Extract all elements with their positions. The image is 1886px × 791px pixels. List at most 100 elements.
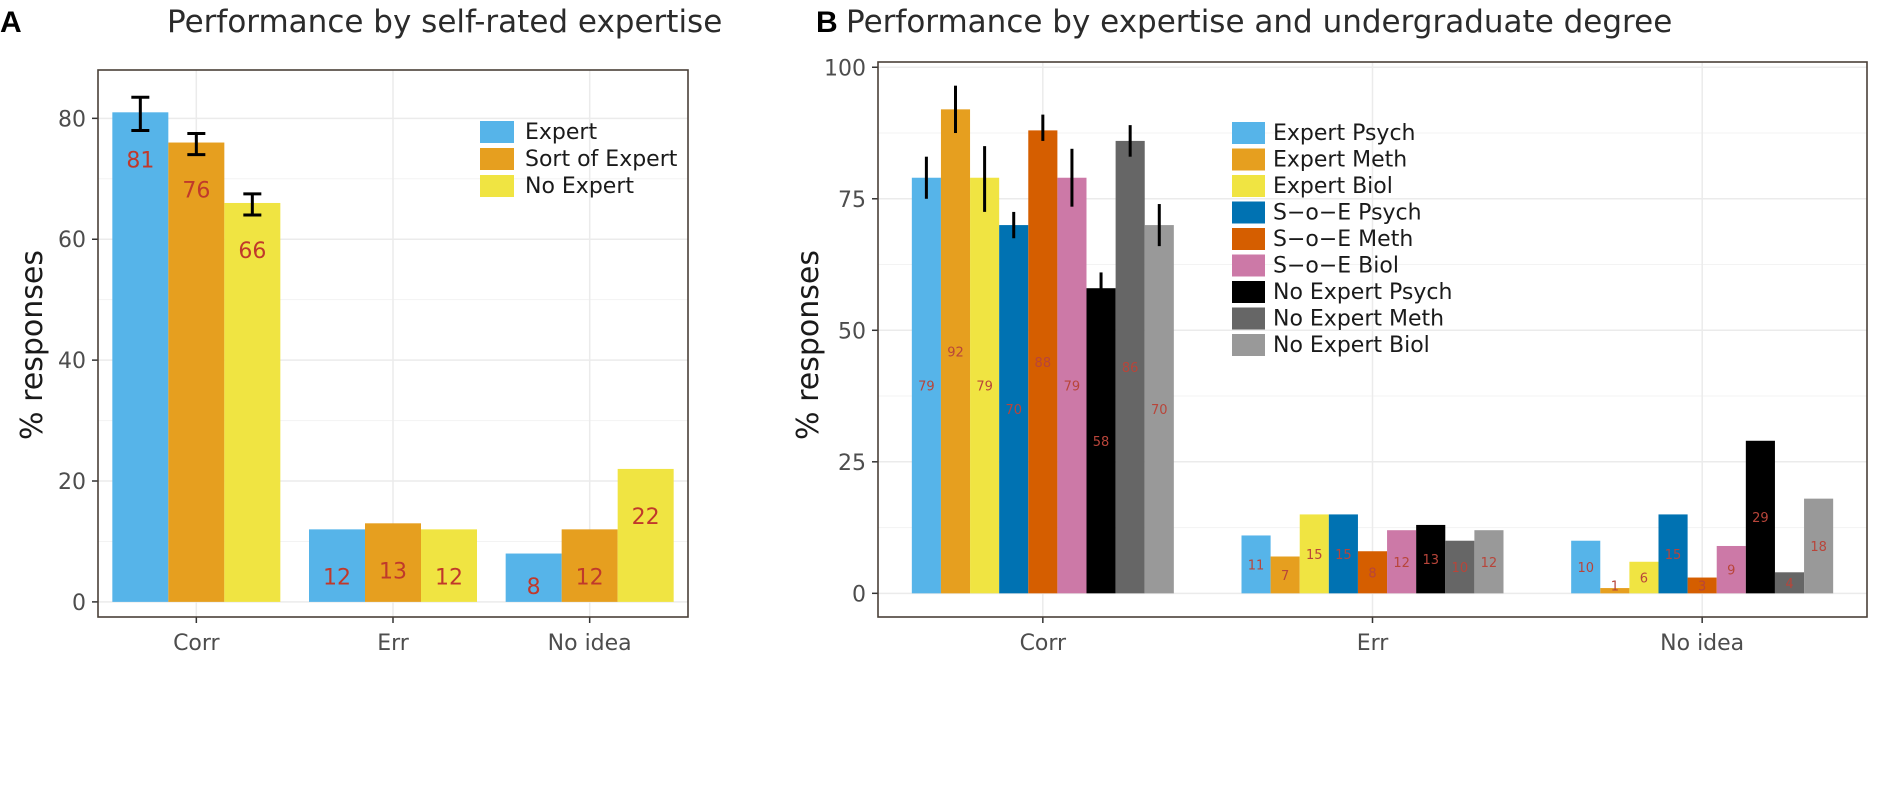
y-tick-label: 50 [838,319,866,344]
y-tick-label: 100 [824,56,866,81]
bar [1745,440,1775,594]
data-label: 12 [576,565,604,590]
legend-swatch [1232,201,1265,224]
data-label: 8 [1368,566,1376,581]
legend-label: Sort of Expert [525,147,678,172]
legend-swatch [1232,281,1265,303]
bar [1629,561,1659,594]
legend-swatch [480,175,514,197]
data-label: 79 [1064,380,1081,395]
y-tick-label: 60 [58,228,86,253]
panel-b-axes: 0 25 50 75 100 Corr Err No idea [824,56,1868,656]
panel-a: A Performance by self-rated expertise % … [0,4,722,656]
panel-b-title: Performance by expertise and undergradua… [846,4,1672,40]
panel-a-label: A [0,6,22,39]
x-tick-label: Err [1357,631,1390,656]
data-label: 9 [1727,564,1735,579]
legend-label: No Expert Psych [1273,280,1452,305]
data-label: 15 [1306,548,1323,563]
legend-swatch [1232,307,1265,330]
bar [421,529,477,602]
legend-swatch [1232,334,1265,356]
data-label: 29 [1752,511,1769,526]
bar [911,177,941,594]
panel-a-title: Performance by self-rated expertise [167,4,722,40]
legend-swatch [480,148,514,170]
data-label: 10 [1577,561,1594,576]
bar [1241,535,1271,594]
data-label: 76 [182,179,210,204]
legend-label: Expert [525,120,597,145]
panel-a-error-bars [131,95,262,217]
panel-b-label: B [816,6,838,39]
x-tick-label: No idea [1660,631,1744,656]
data-label: 7 [1281,569,1289,584]
legend-label: No Expert Meth [1273,307,1444,332]
legend-swatch [1232,254,1265,277]
data-label: 66 [238,239,266,264]
legend-label: Expert Biol [1273,174,1393,199]
panel-a-bars [112,112,674,602]
bar [999,225,1029,594]
data-label: 92 [947,345,964,360]
data-label: 18 [1810,540,1827,555]
y-tick-label: 0 [852,582,866,607]
legend-label: S−o−E Meth [1273,227,1413,252]
bar [1445,540,1475,594]
panel-b-bars [911,109,1834,594]
bar [1387,530,1417,594]
data-label: 22 [632,505,660,530]
bar [1144,225,1174,594]
bar [1774,572,1805,594]
data-label: 13 [1422,553,1439,568]
bar [617,468,674,602]
panel-b: B Performance by expertise and undergrad… [791,4,1868,656]
data-label: 70 [1005,403,1022,418]
bar [1028,130,1058,594]
bar [940,109,971,594]
panel-a-y-axis-label: % responses [15,250,50,440]
panel-b-error-bars [924,85,1161,302]
bar [1687,577,1717,594]
bar [1086,288,1116,594]
bar [1299,514,1329,594]
data-label: 10 [1452,561,1469,576]
bar [1115,140,1145,594]
y-tick-label: 40 [58,349,86,374]
data-label: 12 [323,565,351,590]
data-label: 3 [1698,579,1706,594]
bar [1600,588,1630,594]
data-label: 88 [1035,356,1052,371]
data-label: 15 [1335,548,1352,563]
data-label: 86 [1122,361,1139,376]
bar [1357,551,1388,594]
data-label: 12 [1481,556,1498,571]
y-tick-label: 0 [72,591,86,616]
data-label: 4 [1785,577,1793,592]
panel-border [97,69,689,618]
bar [970,177,1000,594]
legend-label: S−o−E Psych [1273,201,1422,226]
legend-swatch [1232,148,1265,171]
bar [168,142,225,602]
bar [1658,514,1688,594]
y-tick-label: 25 [838,451,866,476]
x-tick-label: Corr [1020,631,1067,656]
panel-a-axes: 0 20 40 60 80 Corr Err No idea [58,69,689,656]
data-label: 81 [126,148,154,173]
bar [1571,540,1601,594]
bar [1328,514,1358,594]
data-label: 70 [1151,403,1168,418]
panel-a-data-labels: 81 12 8 76 13 12 66 12 22 [126,148,659,600]
legend-label: Expert Meth [1273,148,1407,173]
bar [1416,524,1446,594]
bar [1057,177,1087,594]
data-label: 1 [1611,579,1619,594]
bar [365,523,421,602]
legend-label: No Expert Biol [1273,333,1430,358]
y-tick-label: 75 [838,188,866,213]
data-label: 12 [1393,556,1410,571]
